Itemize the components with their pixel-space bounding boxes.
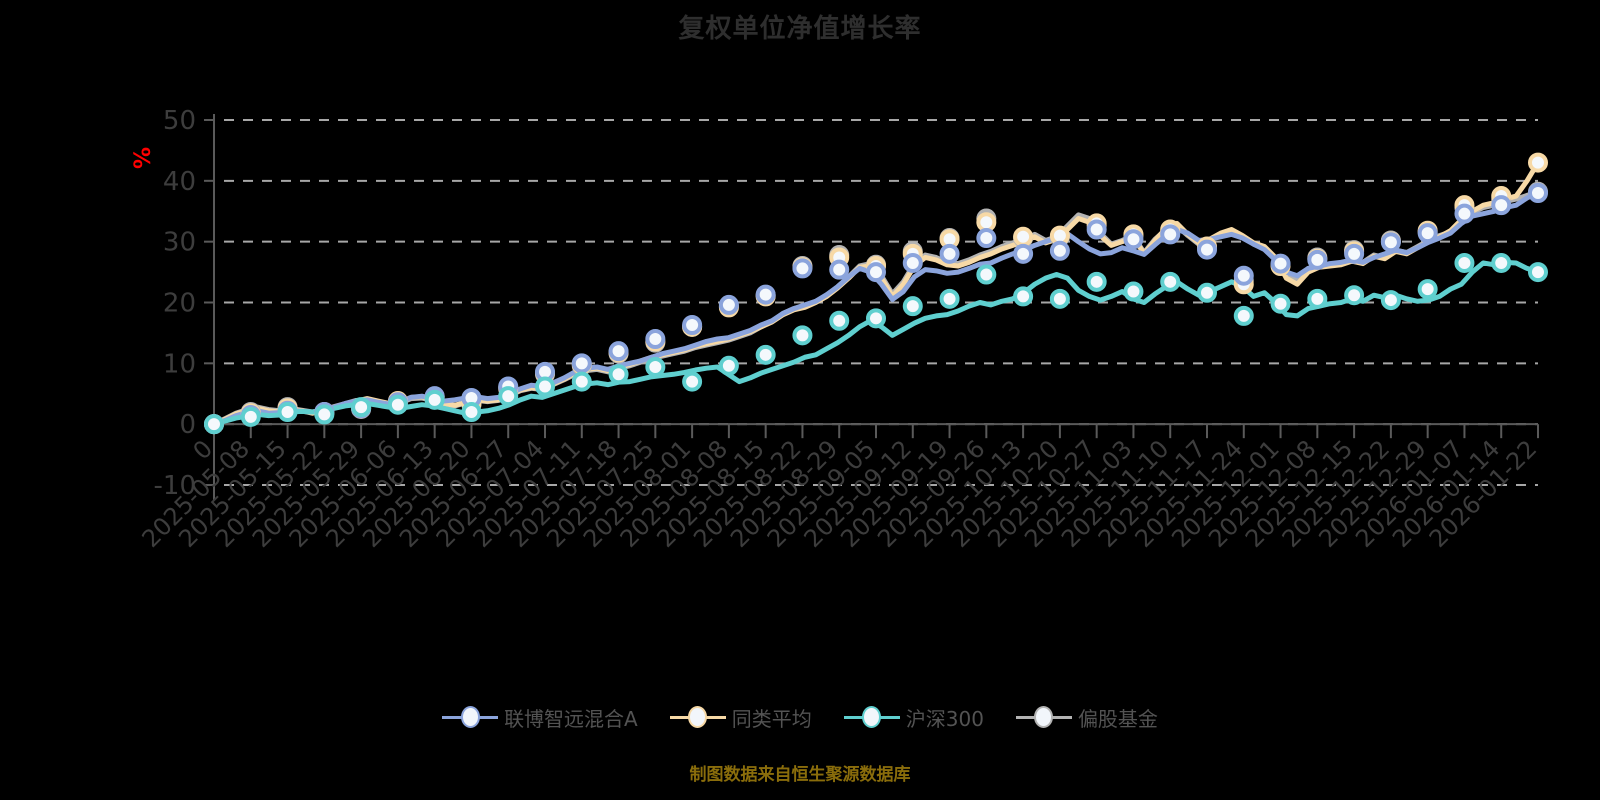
chart-legend: 联博智远混合A 同类平均 沪深300 偏股基金 xyxy=(0,702,1600,732)
svg-text:40: 40 xyxy=(163,167,196,197)
page-title: 复权单位净值增长率 xyxy=(678,14,922,44)
y-axis-tick-labels: -10 0 10 20 30 40 50 xyxy=(154,106,196,501)
legend-item-label: 沪深300 xyxy=(905,706,984,731)
chart-series xyxy=(211,189,1541,427)
svg-text:-10: -10 xyxy=(154,471,196,501)
legend-item-label: 联博智远混合A xyxy=(504,706,638,731)
legend-dot-swatch xyxy=(1034,706,1054,728)
legend-marker-icon xyxy=(669,702,726,732)
legend-item[interactable]: 联博智远混合A xyxy=(442,702,638,732)
axes xyxy=(204,114,1539,500)
legend-marker-icon xyxy=(843,702,900,732)
legend-item[interactable]: 沪深300 xyxy=(843,702,984,732)
source-note: 制图数据来自恒生聚源数据库 xyxy=(689,765,911,785)
legend-dot-swatch xyxy=(688,706,708,728)
legend-dot-swatch xyxy=(862,706,882,728)
legend-dot-swatch xyxy=(460,706,480,728)
svg-text:20: 20 xyxy=(163,289,196,319)
legend-marker-icon xyxy=(1015,702,1072,732)
legend-item-label: 同类平均 xyxy=(731,706,812,731)
svg-text:0: 0 xyxy=(179,410,196,440)
svg-text:30: 30 xyxy=(163,228,196,258)
svg-text:50: 50 xyxy=(163,106,196,136)
chart-series-markers xyxy=(204,252,1548,435)
chart-series xyxy=(211,160,1541,427)
legend-item[interactable]: 偏股基金 xyxy=(1015,702,1158,732)
legend-marker-icon xyxy=(442,702,499,732)
svg-text:10: 10 xyxy=(163,349,196,379)
chart-series-markers xyxy=(204,181,1548,435)
x-axis-tick-labels: 02025-05-082025-05-152025-05-222025-05-2… xyxy=(137,435,1543,553)
y-axis-unit-label: % xyxy=(131,147,156,169)
legend-item-label: 偏股基金 xyxy=(1077,706,1158,731)
legend-item[interactable]: 同类平均 xyxy=(669,702,812,732)
line-chart-canvas: -10 0 10 20 30 40 50% 02025-05-082025-05-152025… xyxy=(131,106,1548,553)
